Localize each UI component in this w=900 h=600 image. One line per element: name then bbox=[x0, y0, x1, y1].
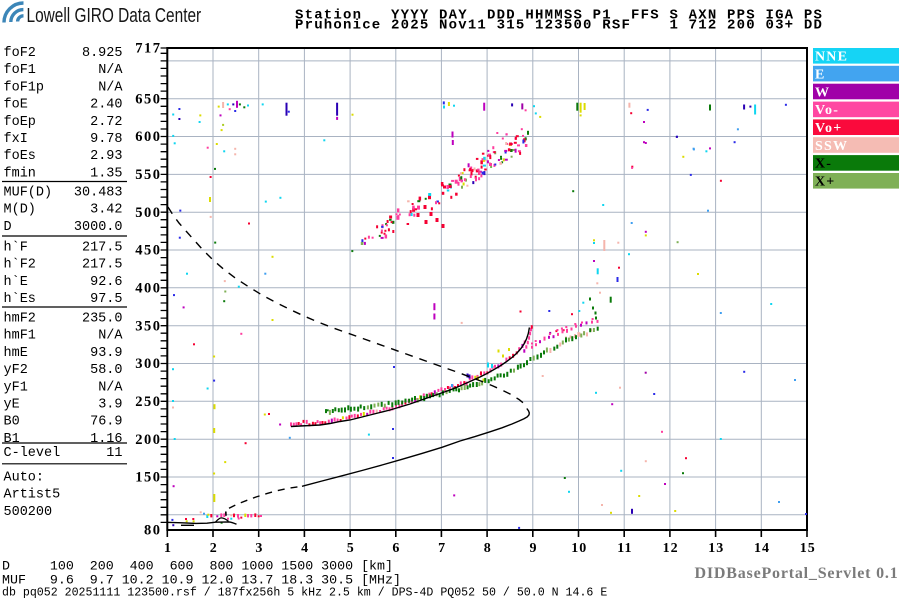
svg-text:Artist5: Artist5 bbox=[4, 488, 61, 503]
svg-text:11: 11 bbox=[106, 446, 122, 461]
svg-text:15: 15 bbox=[800, 541, 816, 556]
svg-text:8: 8 bbox=[484, 541, 492, 556]
svg-text:MUF 9.6 9.7 10.2 10.9 12.0: MUF 9.6 9.7 10.2 10.9 12.0 13.7 18.3 30.… bbox=[2, 573, 401, 588]
svg-text:Lowell GIRO Data Center: Lowell GIRO Data Center bbox=[27, 4, 202, 27]
svg-text:12: 12 bbox=[663, 541, 679, 556]
svg-text:500200: 500200 bbox=[4, 505, 53, 520]
svg-text:N/A: N/A bbox=[98, 80, 123, 95]
svg-text:hmF1: hmF1 bbox=[4, 329, 36, 344]
svg-text:217.5: 217.5 bbox=[82, 241, 123, 256]
svg-text:5: 5 bbox=[347, 541, 355, 556]
svg-text:Station YYYY DAY DDD HHMMSS: Station YYYY DAY DDD HHMMSS P1 FFS S AXN… bbox=[295, 7, 823, 23]
svg-text:13: 13 bbox=[708, 541, 724, 556]
svg-text:Vo-: Vo- bbox=[815, 103, 839, 118]
svg-text:200: 200 bbox=[135, 432, 161, 448]
svg-text:M(D): M(D) bbox=[4, 203, 36, 218]
svg-text:E: E bbox=[815, 67, 826, 82]
svg-text:B0: B0 bbox=[4, 415, 20, 430]
svg-text:80: 80 bbox=[144, 523, 162, 539]
svg-text:650: 650 bbox=[135, 91, 161, 107]
svg-text:foEs: foEs bbox=[4, 149, 36, 164]
svg-text:2.93: 2.93 bbox=[90, 149, 122, 164]
svg-text:11: 11 bbox=[617, 541, 632, 556]
svg-text:9.78: 9.78 bbox=[90, 132, 122, 147]
svg-text:14: 14 bbox=[754, 541, 770, 556]
svg-text:3: 3 bbox=[255, 541, 263, 556]
svg-text:N/A: N/A bbox=[98, 380, 123, 395]
svg-text:400: 400 bbox=[135, 280, 161, 296]
svg-text:yE: yE bbox=[4, 398, 20, 413]
svg-text:D: D bbox=[4, 220, 12, 235]
svg-text:1.35: 1.35 bbox=[90, 166, 122, 181]
svg-text:N/A: N/A bbox=[98, 63, 123, 78]
svg-text:717: 717 bbox=[135, 41, 161, 57]
svg-text:93.9: 93.9 bbox=[90, 346, 122, 361]
svg-text:3000.0: 3000.0 bbox=[74, 220, 123, 235]
svg-text:30.483: 30.483 bbox=[74, 186, 123, 201]
svg-text:217.5: 217.5 bbox=[82, 258, 123, 273]
svg-text:B1: B1 bbox=[4, 432, 20, 447]
svg-text:Auto:: Auto: bbox=[4, 471, 45, 486]
svg-text:fmin: fmin bbox=[4, 166, 36, 181]
svg-text:6: 6 bbox=[392, 541, 400, 556]
svg-text:foF2: foF2 bbox=[4, 46, 36, 61]
svg-text:X+: X+ bbox=[815, 175, 836, 190]
svg-text:4: 4 bbox=[301, 541, 309, 556]
svg-text:1.16: 1.16 bbox=[90, 432, 122, 447]
svg-text:58.0: 58.0 bbox=[90, 363, 122, 378]
svg-text:Vo+: Vo+ bbox=[815, 121, 842, 136]
svg-text:yF2: yF2 bbox=[4, 363, 28, 378]
svg-text:W: W bbox=[815, 85, 830, 100]
svg-text:500: 500 bbox=[135, 205, 161, 221]
svg-text:3.42: 3.42 bbox=[90, 203, 122, 218]
svg-text:600: 600 bbox=[135, 129, 161, 145]
svg-text:NNE: NNE bbox=[815, 50, 848, 65]
svg-text:2.40: 2.40 bbox=[90, 98, 122, 113]
svg-text:2.72: 2.72 bbox=[90, 115, 122, 130]
svg-text:7: 7 bbox=[438, 541, 446, 556]
svg-text:450: 450 bbox=[135, 243, 161, 259]
svg-text:SSW: SSW bbox=[815, 139, 848, 154]
svg-text:MUF(D): MUF(D) bbox=[4, 186, 53, 201]
svg-text:1: 1 bbox=[164, 541, 172, 556]
svg-text:3.9: 3.9 bbox=[98, 398, 122, 413]
svg-text:250: 250 bbox=[135, 394, 161, 410]
svg-text:550: 550 bbox=[135, 167, 161, 183]
svg-text:C-level: C-level bbox=[4, 446, 61, 461]
svg-text:76.9: 76.9 bbox=[90, 415, 122, 430]
svg-text:h`F: h`F bbox=[4, 241, 28, 256]
svg-text:92.6: 92.6 bbox=[90, 275, 122, 290]
svg-text:300: 300 bbox=[135, 356, 161, 372]
svg-text:235.0: 235.0 bbox=[82, 312, 123, 327]
svg-text:db pq052 20251111 123500.rsf /: db pq052 20251111 123500.rsf / 187fx256h… bbox=[2, 587, 607, 600]
svg-text:8.925: 8.925 bbox=[82, 46, 123, 61]
svg-text:X-: X- bbox=[815, 157, 832, 172]
svg-text:9: 9 bbox=[530, 541, 538, 556]
svg-text:h`E: h`E bbox=[4, 275, 28, 290]
svg-text:hmF2: hmF2 bbox=[4, 312, 36, 327]
svg-text:foEp: foEp bbox=[4, 115, 36, 130]
svg-text:h`Es: h`Es bbox=[4, 292, 36, 307]
svg-text:Pruhonice 2025 Nov11 315 12350: Pruhonice 2025 Nov11 315 123500 RSF 1 71… bbox=[295, 18, 823, 34]
svg-text:yF1: yF1 bbox=[4, 380, 28, 395]
svg-text:hmE: hmE bbox=[4, 346, 28, 361]
svg-text:DIDBasePortal_Servlet 0.1: DIDBasePortal_Servlet 0.1 bbox=[695, 565, 899, 582]
svg-text:350: 350 bbox=[135, 318, 161, 334]
svg-text:2: 2 bbox=[210, 541, 218, 556]
svg-text:foF1: foF1 bbox=[4, 63, 36, 78]
svg-text:fxI: fxI bbox=[4, 132, 28, 147]
svg-text:10: 10 bbox=[571, 541, 587, 556]
svg-text:150: 150 bbox=[135, 470, 161, 486]
svg-text:D 100 200 400 600 800: D 100 200 400 600 800 1000 1500 3000 [km… bbox=[2, 559, 393, 574]
svg-text:N/A: N/A bbox=[98, 329, 123, 344]
svg-text:foE: foE bbox=[4, 98, 28, 113]
svg-text:97.5: 97.5 bbox=[90, 292, 122, 307]
svg-text:h`F2: h`F2 bbox=[4, 258, 36, 273]
svg-text:foF1p: foF1p bbox=[4, 80, 45, 95]
